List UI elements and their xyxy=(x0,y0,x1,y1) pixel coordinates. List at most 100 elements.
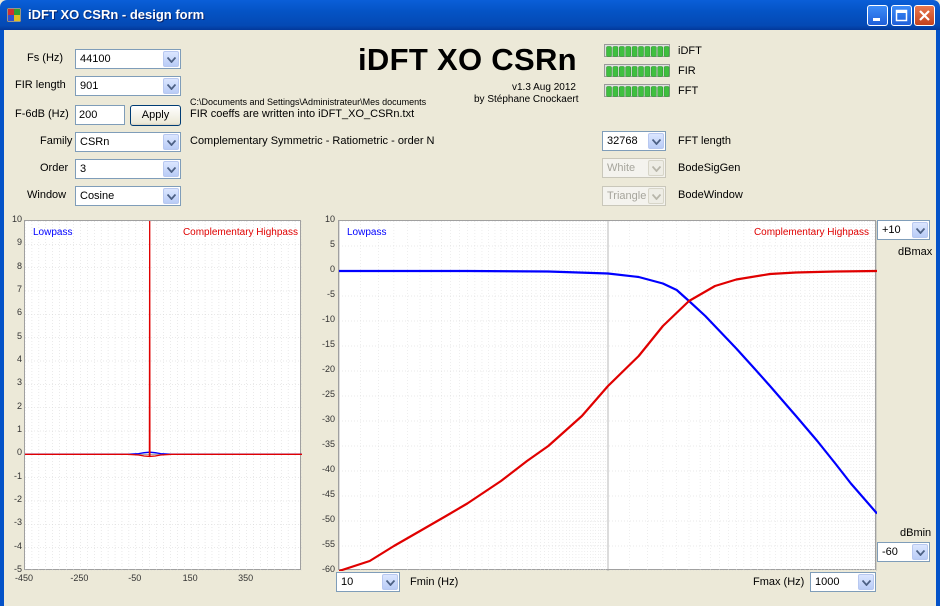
chevron-down-icon[interactable] xyxy=(912,222,928,238)
progress-segment xyxy=(657,86,663,97)
fs-label: Fs (Hz) xyxy=(27,52,64,64)
axis-tick-label: -15 xyxy=(321,339,335,349)
axis-tick-label: -1 xyxy=(13,470,22,481)
chevron-down-icon[interactable] xyxy=(912,544,928,560)
version-text: v1.3 Aug 2012 xyxy=(512,82,576,93)
window-frame-right xyxy=(936,30,940,606)
axis-tick-label: -35 xyxy=(321,439,335,449)
axis-tick-label: 0 xyxy=(329,264,335,274)
fs-select[interactable]: 44100 xyxy=(75,49,181,69)
axis-tick-label: -40 xyxy=(321,464,335,474)
axis-tick-label: -5 xyxy=(326,289,335,299)
window-select[interactable]: Cosine xyxy=(75,186,181,206)
progress-segment xyxy=(644,46,651,57)
chevron-down-icon[interactable] xyxy=(163,134,179,150)
chevron-down-icon[interactable] xyxy=(163,78,179,94)
axis-tick-label: -50 xyxy=(128,573,142,583)
progress-segment xyxy=(651,86,657,97)
axis-tick-label: -250 xyxy=(70,573,89,583)
f6db-input[interactable]: 200 xyxy=(75,105,125,125)
order-select[interactable]: 3 xyxy=(75,159,181,179)
dbmin-label: dBmin xyxy=(900,527,932,539)
axis-tick-label: 8 xyxy=(16,260,22,271)
axis-tick-label: -3 xyxy=(13,517,22,528)
chevron-down-icon[interactable] xyxy=(648,133,664,149)
family-select[interactable]: CSRn xyxy=(75,132,181,152)
axis-tick-label: -5 xyxy=(13,564,22,574)
progress-segment xyxy=(644,86,651,97)
progress-segment xyxy=(625,46,631,57)
axis-tick-label: -10 xyxy=(321,314,335,324)
bode-sig-gen-label: BodeSigGen xyxy=(678,162,741,174)
dbmax-label: dBmax xyxy=(898,246,933,258)
apply-button[interactable]: Apply xyxy=(130,105,181,126)
progress-segment xyxy=(663,66,670,77)
output-path: C:\Documents and Settings\Administrateur… xyxy=(190,97,427,107)
axis-tick-label: -450 xyxy=(14,573,33,583)
window-title: iDFT XO CSRn - design form xyxy=(28,7,205,22)
axis-tick-label: 9 xyxy=(16,237,22,248)
idft-progress xyxy=(604,44,670,57)
axis-tick-label: -30 xyxy=(321,414,335,424)
dbmin-select[interactable]: -60 xyxy=(877,542,930,562)
fs-value: 44100 xyxy=(80,53,111,65)
progress-segment xyxy=(663,86,670,97)
progress-segment xyxy=(612,66,619,77)
chevron-down-icon[interactable] xyxy=(382,574,398,590)
progress-segment xyxy=(638,46,644,57)
fmax-select[interactable]: 1000 xyxy=(810,572,876,592)
progress-segment xyxy=(657,46,663,57)
app-title: iDFT XO CSRn xyxy=(358,42,577,77)
axis-tick-label: 2 xyxy=(16,400,22,411)
fft-progress xyxy=(604,84,670,97)
progress-segment xyxy=(619,86,625,97)
bode-window-label: BodeWindow xyxy=(678,189,743,201)
axis-tick-label: 5 xyxy=(329,239,335,249)
progress-segment xyxy=(625,66,631,77)
close-icon xyxy=(919,10,930,21)
axis-tick-label: -20 xyxy=(321,364,335,374)
coeffs-note: FIR coeffs are written into iDFT_XO_CSRn… xyxy=(190,108,415,120)
chevron-down-icon[interactable] xyxy=(163,51,179,67)
axis-tick-label: -55 xyxy=(321,539,335,549)
chevron-down-icon[interactable] xyxy=(163,161,179,177)
family-description: Complementary Symmetric - Ratiometric - … xyxy=(190,135,435,147)
axis-tick-label: -45 xyxy=(321,489,335,499)
fmax-value: 1000 xyxy=(815,576,840,588)
title-bar[interactable]: iDFT XO CSRn - design form xyxy=(0,0,940,30)
chevron-down-icon[interactable] xyxy=(858,574,874,590)
fft-length-label: FFT length xyxy=(678,135,731,147)
chevron-down-icon[interactable] xyxy=(163,188,179,204)
maximize-button[interactable] xyxy=(891,5,912,26)
series-line-complementary-highpass xyxy=(339,269,877,571)
axis-tick-label: 150 xyxy=(182,573,198,583)
close-button[interactable] xyxy=(914,5,935,26)
family-label: Family xyxy=(40,135,73,147)
fmin-select[interactable]: 10 xyxy=(336,572,400,592)
progress-segment xyxy=(606,86,612,97)
author-text: by Stéphane Cnockaert xyxy=(474,94,579,105)
axis-tick-label: 0 xyxy=(16,447,22,458)
window-frame-left xyxy=(0,30,4,606)
axis-tick-label: 3 xyxy=(16,377,22,388)
dbmax-value: +10 xyxy=(882,224,901,236)
bode-sig-gen-select[interactable]: White xyxy=(602,158,666,178)
axis-tick-label: 10 xyxy=(324,214,335,224)
fmin-label: Fmin (Hz) xyxy=(410,576,459,588)
chevron-down-icon[interactable] xyxy=(648,160,664,176)
axis-tick-label: -60 xyxy=(321,564,335,574)
minimize-button[interactable] xyxy=(867,5,888,26)
axis-tick-label: -4 xyxy=(13,540,22,551)
progress-segment xyxy=(606,46,612,57)
bode-window-select[interactable]: Triangle xyxy=(602,186,666,206)
chevron-down-icon[interactable] xyxy=(648,188,664,204)
fir-label: FIR xyxy=(678,65,696,77)
bode-sig-gen-value: White xyxy=(607,162,636,174)
series-line-lowpass xyxy=(339,269,877,515)
fir-length-select[interactable]: 901 xyxy=(75,76,181,96)
dbmax-select[interactable]: +10 xyxy=(877,220,930,240)
fft-length-select[interactable]: 32768 xyxy=(602,131,666,151)
order-label: Order xyxy=(40,162,69,174)
family-value: CSRn xyxy=(80,136,110,148)
progress-segment xyxy=(612,46,619,57)
